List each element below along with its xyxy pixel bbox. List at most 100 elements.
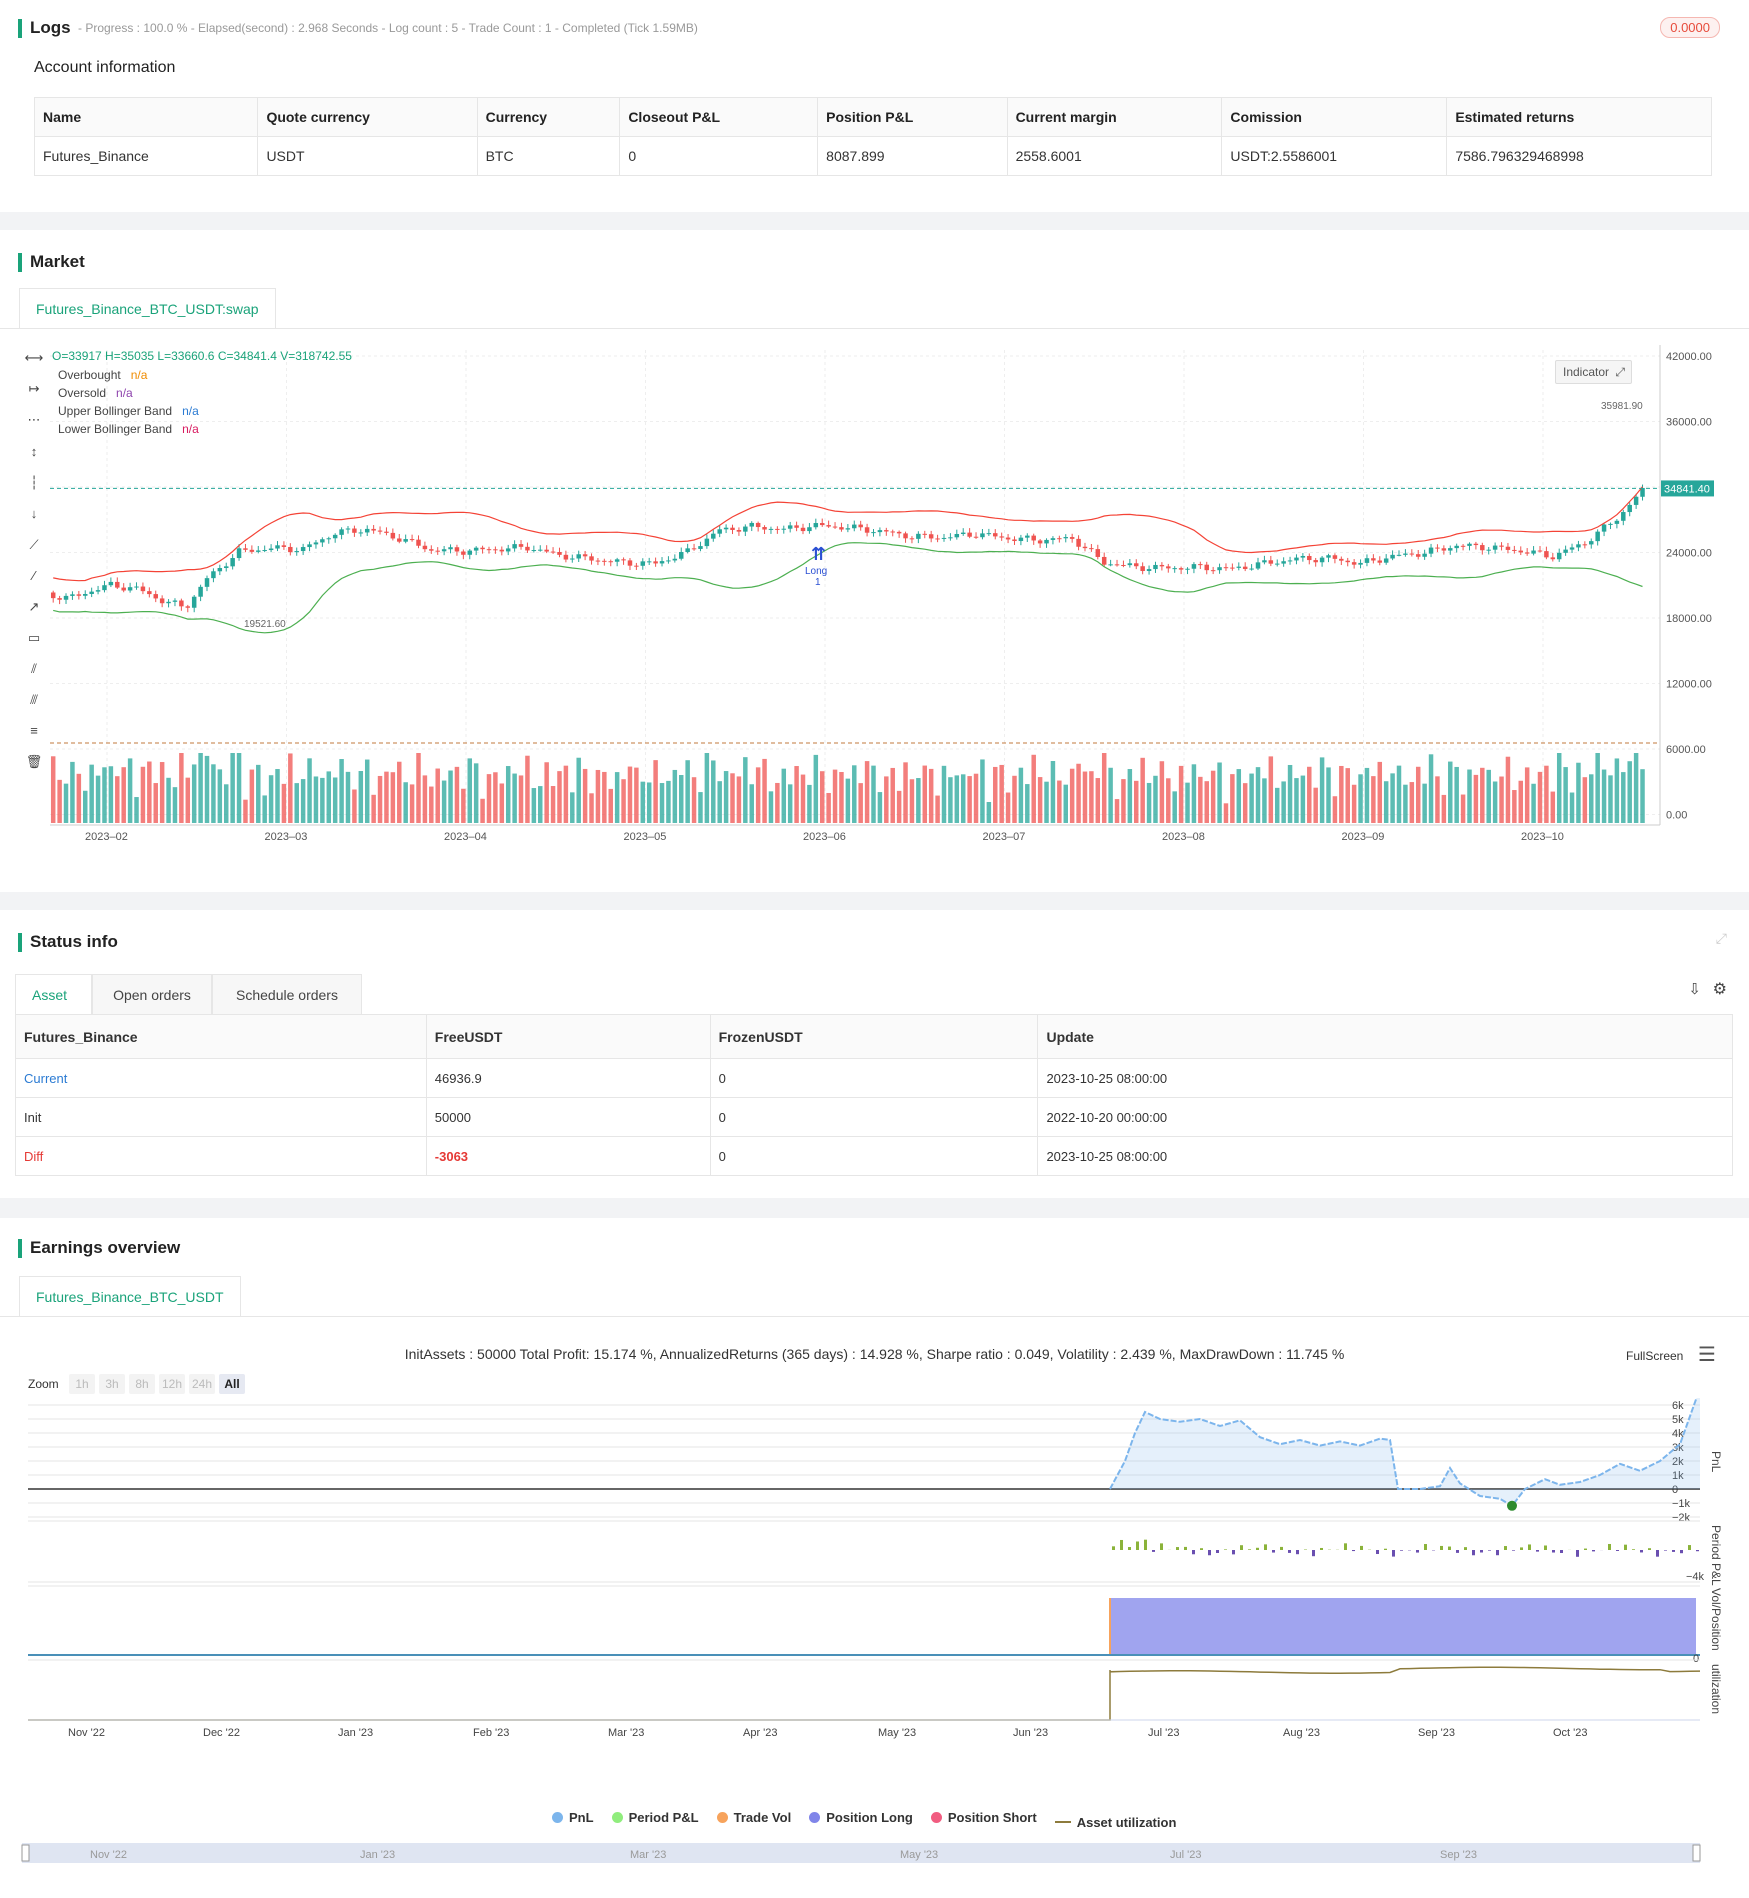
- volume-bar: [1178, 765, 1184, 823]
- fullscreen-button[interactable]: FullScreen: [1626, 1349, 1684, 1363]
- trend-segment-tool-icon[interactable]: ∕: [32, 568, 36, 583]
- account-table: Name Quote currency Currency Closeout P&L Po…: [33, 97, 1712, 176]
- legend-label: Period P&L: [628, 1810, 699, 1825]
- candle-body: [1127, 563, 1133, 566]
- volume-bar: [781, 768, 787, 823]
- tab-market-symbol[interactable]: Futures_Binance_BTC_USDT:swap: [19, 288, 276, 328]
- candle-body: [461, 551, 466, 555]
- tab-asset[interactable]: Asset: [15, 974, 92, 1014]
- vertical-line-tool-icon[interactable]: ↕: [30, 444, 38, 459]
- zoom-button-All[interactable]: All: [219, 1374, 245, 1394]
- candlestick-chart[interactable]: 42000.0036000.0030000.0024000.0018000.00…: [0, 340, 1749, 880]
- candle-body: [1351, 562, 1357, 565]
- asset-cell: 0: [709, 1136, 1039, 1176]
- price-range-tool-icon[interactable]: ▭: [27, 630, 41, 645]
- vertical-segment-tool-icon[interactable]: ┆: [30, 475, 38, 490]
- volume-bar: [1505, 756, 1511, 823]
- zoom-button-8h[interactable]: 8h: [129, 1374, 155, 1394]
- volume-bar: [83, 790, 88, 823]
- candle-body: [454, 547, 460, 552]
- period-pnl-bar: [1592, 1550, 1595, 1552]
- horizontal-line-tool-icon[interactable]: ⟷: [24, 350, 44, 365]
- legend-row: Oversold n/a: [58, 384, 199, 402]
- tab-open-orders[interactable]: Open orders: [92, 974, 212, 1014]
- segment-tool-icon[interactable]: ⋯: [27, 412, 41, 427]
- volume-bar: [1550, 791, 1556, 823]
- range-navigator[interactable]: Nov '22 Jan '23 Mar '23 May '23 Jul '23 Sep '…: [0, 1843, 1749, 1867]
- account-header-cell: Closeout P&L: [619, 97, 819, 137]
- vertical-ray-tool-icon[interactable]: ↓: [30, 506, 38, 521]
- pnl-area: [1110, 1398, 1700, 1506]
- parallel-channel-tool-icon[interactable]: ⫽: [31, 661, 37, 676]
- volume-bar: [153, 783, 158, 823]
- candle-body: [1537, 550, 1543, 552]
- volume-bar: [858, 783, 863, 823]
- period-pnl-bar: [1560, 1550, 1563, 1553]
- zoom-button-24h[interactable]: 24h: [189, 1374, 215, 1394]
- candle-body: [1364, 558, 1370, 563]
- volume-bar: [563, 765, 569, 823]
- navigator-track: [22, 1843, 1700, 1863]
- pitchfork-tool-icon[interactable]: ⫻: [30, 692, 38, 707]
- legend-item[interactable]: PnL: [552, 1810, 594, 1825]
- volume-bar: [480, 798, 485, 823]
- period-pnl-bar: [1200, 1548, 1203, 1550]
- candle-body: [1166, 566, 1171, 569]
- volume-bar: [916, 778, 921, 823]
- zoom-button-12h[interactable]: 12h: [159, 1374, 185, 1394]
- legend-item[interactable]: Position Short: [930, 1810, 1037, 1825]
- menu-icon[interactable]: ☰: [1698, 1344, 1716, 1366]
- volume-bar: [217, 769, 223, 823]
- volume-bar: [595, 769, 601, 823]
- trash-icon[interactable]: 🗑: [25, 754, 43, 769]
- volume-bar: [486, 774, 492, 823]
- legend-name: Oversold: [58, 386, 107, 400]
- candle-body: [57, 598, 62, 600]
- period-pnl-bar: [1648, 1548, 1651, 1550]
- legend-item[interactable]: Asset utilization: [1054, 1815, 1176, 1830]
- volume-bar: [755, 767, 761, 823]
- volume-bar: [1531, 783, 1536, 823]
- volume-bar: [1415, 766, 1421, 823]
- asset-header-cell: FrozenUSDT: [709, 1014, 1039, 1059]
- candle-body: [1633, 496, 1639, 505]
- period-pnl-bar: [1248, 1549, 1251, 1550]
- volume-bar: [307, 758, 312, 823]
- trend-line-tool-icon[interactable]: ⟋: [29, 537, 39, 552]
- zoom-button-1h[interactable]: 1h: [69, 1374, 95, 1394]
- volume-bar: [473, 763, 479, 823]
- candle-body: [711, 533, 716, 539]
- candle-body: [627, 560, 633, 566]
- volume-bar: [1576, 762, 1581, 823]
- pnl-axis-title: PnL: [1709, 1451, 1723, 1473]
- candle-body: [896, 531, 902, 534]
- candle-body: [499, 549, 505, 552]
- tab-schedule-orders[interactable]: Schedule orders: [212, 974, 362, 1014]
- volume-bar: [1377, 761, 1383, 823]
- volume-bar: [403, 782, 408, 823]
- cloud-download-icon[interactable]: ⇩: [1688, 981, 1701, 998]
- volume-bar: [1274, 787, 1280, 823]
- expand-status-icon[interactable]: ⤢: [1715, 930, 1727, 946]
- logs-section: Logs - Progress : 100.0 % - Elapsed(seco…: [0, 0, 1749, 212]
- settings-gear-icon[interactable]: ⚙: [1712, 981, 1727, 998]
- candle-body: [1108, 564, 1113, 566]
- zoom-button-3h[interactable]: 3h: [99, 1374, 125, 1394]
- volume-bar: [127, 758, 133, 823]
- volume-bar: [1255, 767, 1261, 823]
- candle-body: [1390, 554, 1395, 559]
- period-pnl-bar: [1472, 1550, 1475, 1556]
- horizontal-ray-tool-icon[interactable]: ↦: [28, 381, 40, 396]
- candle-body: [550, 551, 556, 553]
- tab-earnings-symbol[interactable]: Futures_Binance_BTC_USDT: [19, 1276, 241, 1316]
- candle-body: [1012, 539, 1017, 542]
- indicator-button[interactable]: Indicator ⤢: [1555, 360, 1632, 384]
- legend-item[interactable]: Trade Vol: [716, 1810, 791, 1825]
- ray-tool-icon[interactable]: ↗: [28, 599, 40, 614]
- earnings-title: Earnings overview: [18, 1238, 180, 1258]
- legend-item[interactable]: Period P&L: [611, 1810, 699, 1825]
- candle-body: [108, 581, 114, 586]
- fibonacci-tool-icon[interactable]: ≡: [30, 723, 38, 738]
- legend-item[interactable]: Position Long: [809, 1810, 913, 1825]
